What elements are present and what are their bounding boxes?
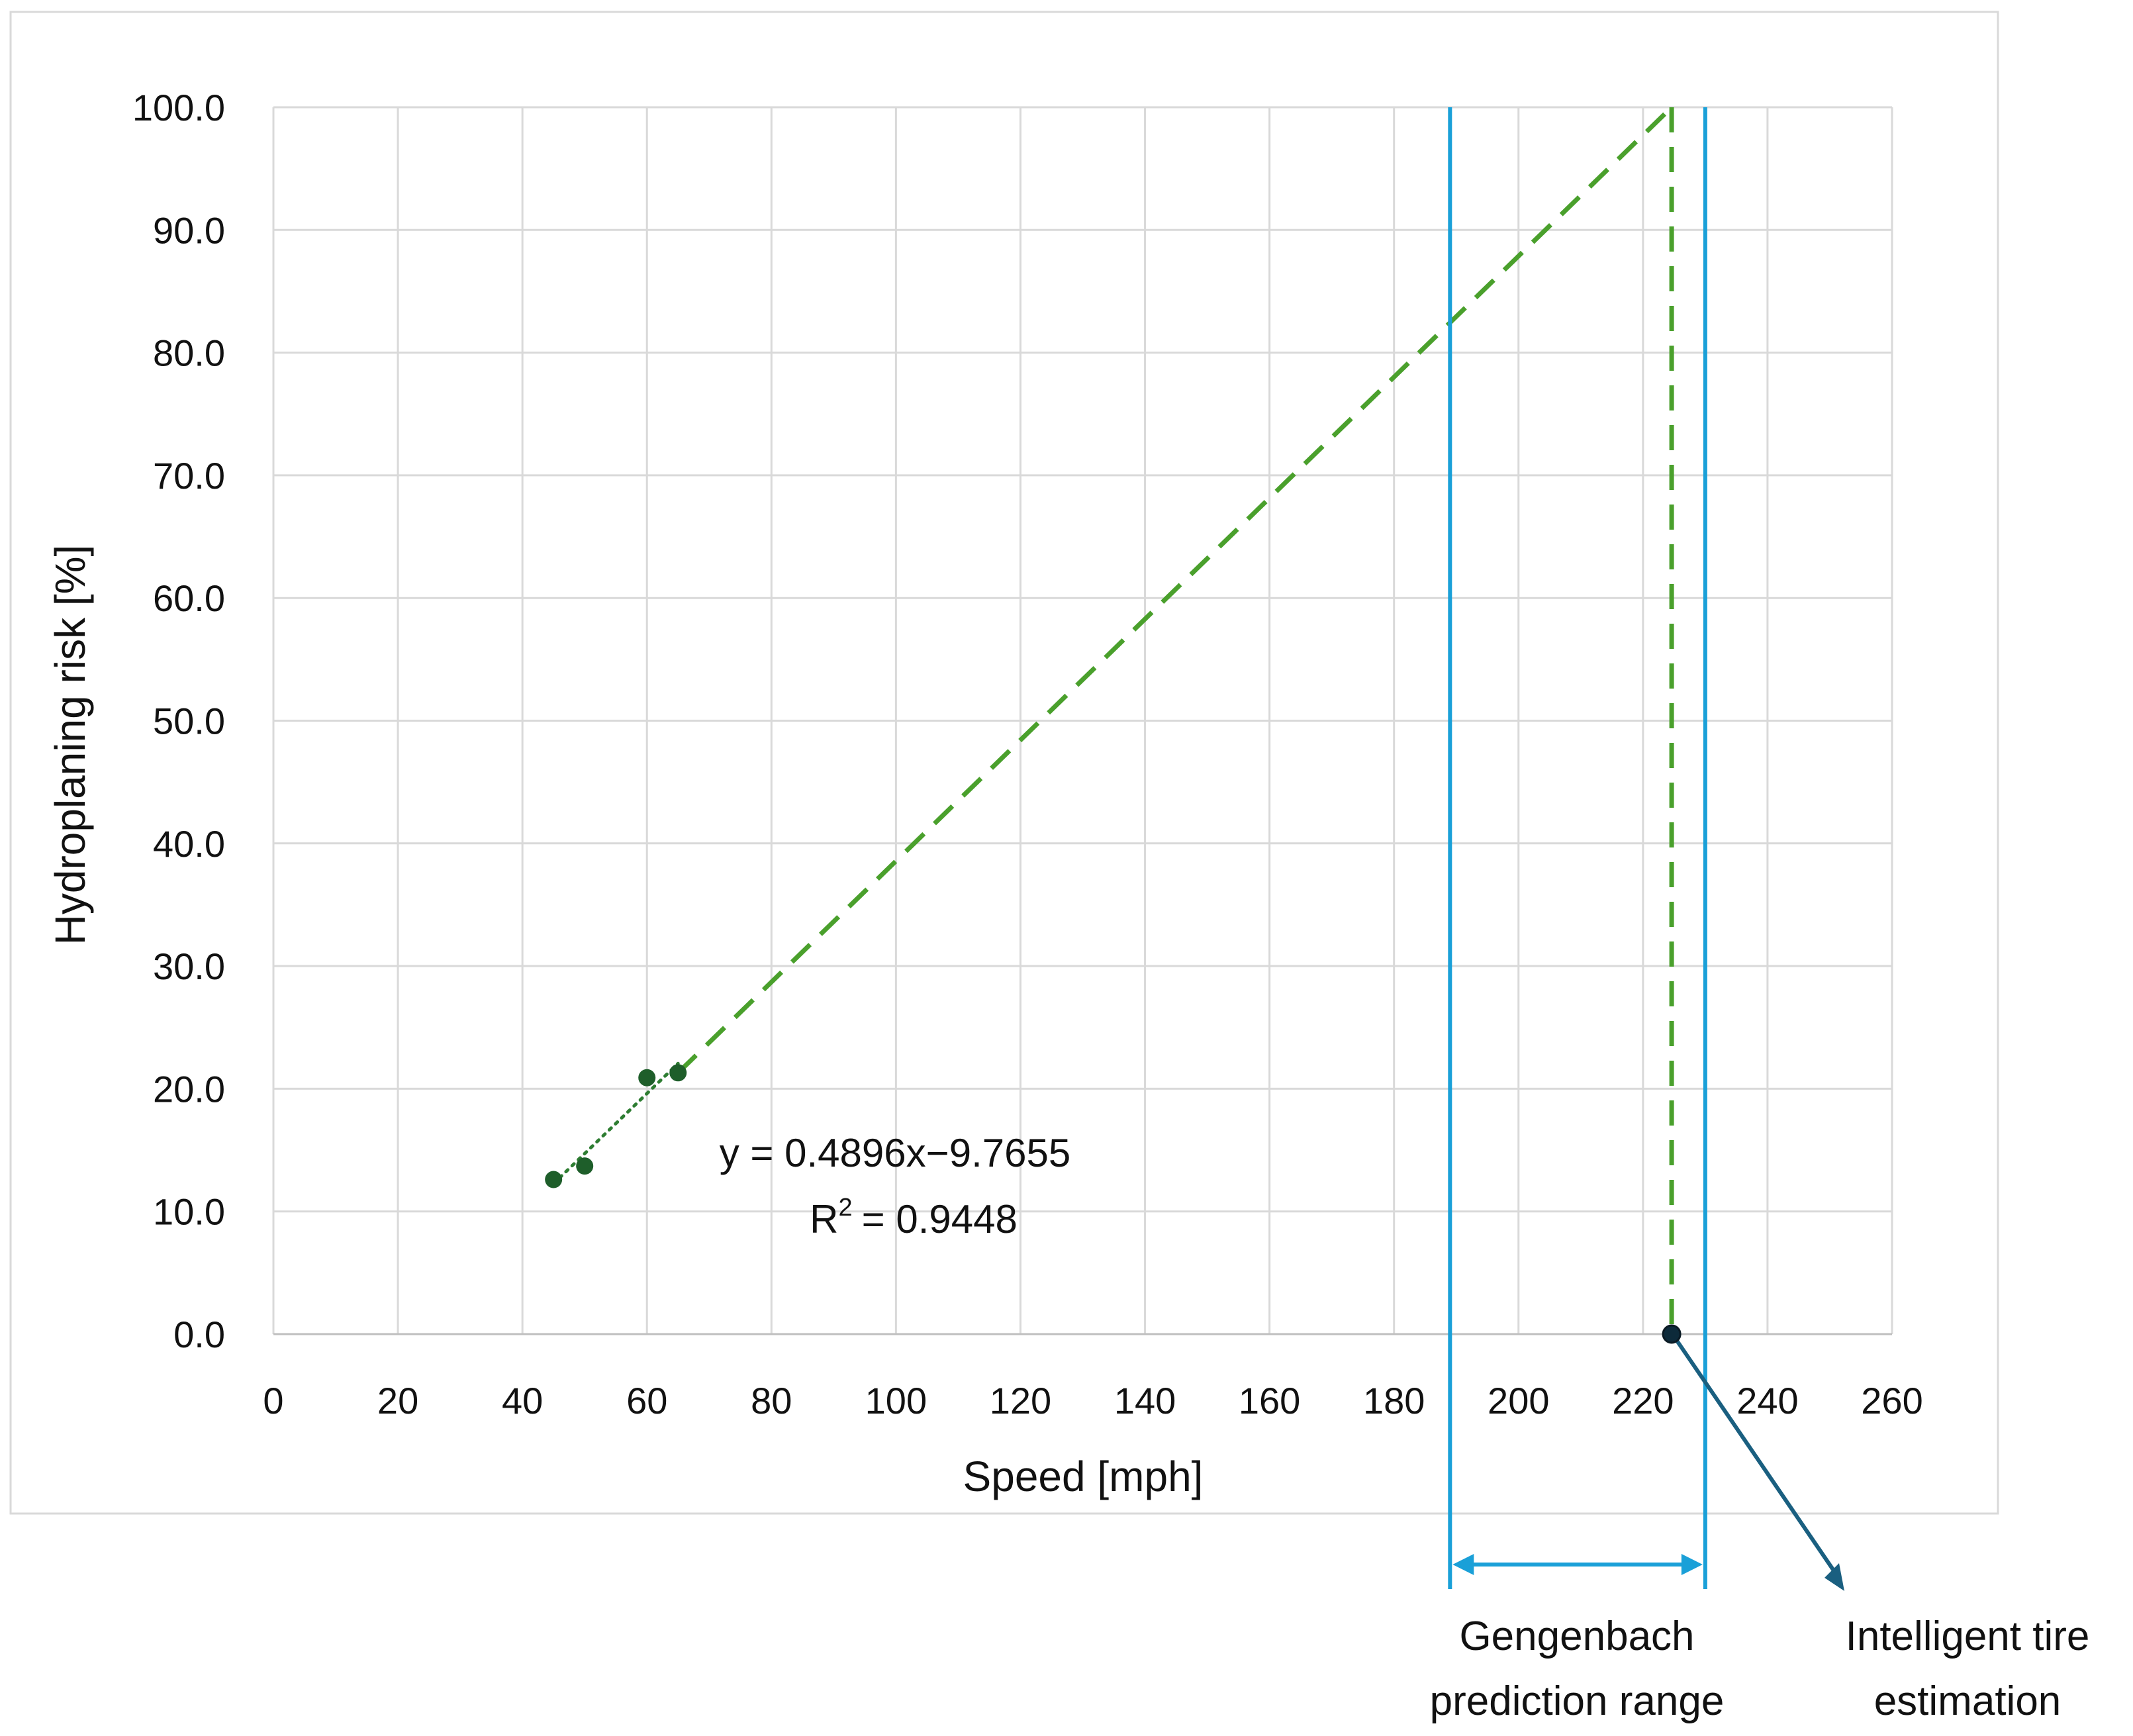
y-tick-20.0: 20.0 [153, 1068, 225, 1110]
y-tick-60.0: 60.0 [153, 577, 225, 619]
r2-superscript: 2 [838, 1194, 852, 1222]
extrapolation-diagonal [676, 105, 1674, 1075]
x-tick-240: 240 [1736, 1380, 1798, 1422]
x-tick-60: 60 [626, 1380, 667, 1422]
extrapolation-lines [676, 105, 1674, 1334]
trendline-r2: R2 = 0.9448 [810, 1194, 1018, 1241]
y-axis-label: Hydroplaning risk [%] [46, 545, 94, 945]
axes [272, 107, 1892, 1335]
y-tick-80.0: 80.0 [153, 332, 225, 374]
r2-value: = 0.9448 [862, 1197, 1018, 1241]
y-tick-100.0: 100.0 [132, 87, 225, 128]
y-tick-30.0: 30.0 [153, 945, 225, 987]
y-tick-50.0: 50.0 [153, 700, 225, 742]
tire-arrow-shaft [1675, 1339, 1840, 1578]
data-points [545, 1064, 687, 1188]
x-tick-0: 0 [263, 1380, 283, 1422]
x-tick-220: 220 [1612, 1380, 1674, 1422]
y-tick-40.0: 40.0 [153, 823, 225, 865]
tick-labels: 0 20 40 60 80 100 120 140 160 180 200 220 240 260 0.0 1… [132, 87, 1923, 1422]
tire-label-line1: Intelligent tire [1846, 1614, 2090, 1659]
trendline-line [551, 1061, 680, 1186]
data-point-4 [669, 1064, 687, 1082]
x-tick-260: 260 [1861, 1380, 1922, 1422]
chart-frame [9, 11, 1999, 1515]
range-arrow-head-left [1452, 1554, 1474, 1575]
x-tick-100: 100 [865, 1380, 927, 1422]
range-arrow-head-right [1681, 1554, 1703, 1575]
x-tick-20: 20 [377, 1380, 418, 1422]
y-tick-0.0: 0.0 [173, 1314, 225, 1355]
y-tick-90.0: 90.0 [153, 209, 225, 251]
x-axis-label: Speed [mph] [963, 1453, 1204, 1500]
x-tick-200: 200 [1488, 1380, 1549, 1422]
x-tick-140: 140 [1114, 1380, 1176, 1422]
x-tick-80: 80 [751, 1380, 792, 1422]
tire-label-line2: estimation [1874, 1678, 2062, 1724]
x-tick-40: 40 [502, 1380, 543, 1422]
data-point-2 [576, 1157, 594, 1175]
gengenbach-label-line1: Gengenbach [1459, 1614, 1694, 1659]
trendline-equation: y = 0.4896x−9.7655 [720, 1131, 1070, 1175]
data-point-1 [545, 1171, 563, 1188]
y-tick-70.0: 70.0 [153, 455, 225, 497]
grid [273, 106, 1893, 1334]
trendline [551, 1061, 680, 1186]
gengenbach-label-line2: prediction range [1430, 1678, 1725, 1724]
gengenbach-range [1448, 107, 1707, 1589]
x-tick-180: 180 [1363, 1380, 1425, 1422]
x-tick-120: 120 [990, 1380, 1051, 1422]
r2-label: R [810, 1197, 838, 1241]
intelligent-tire-point [1662, 1324, 1682, 1344]
x-tick-160: 160 [1239, 1380, 1300, 1422]
tire-arrow-head [1825, 1563, 1844, 1591]
data-point-3 [638, 1069, 656, 1086]
intelligent-tire-marker [1662, 1324, 1844, 1591]
y-tick-10.0: 10.0 [153, 1191, 225, 1233]
